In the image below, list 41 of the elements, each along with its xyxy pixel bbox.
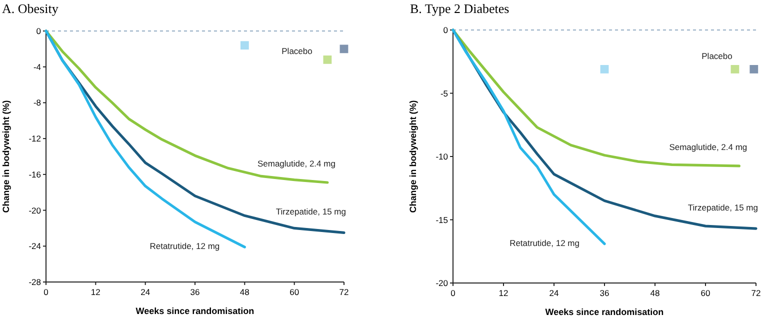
y-tick-label: -20 bbox=[28, 205, 42, 216]
y-tick-label: -15 bbox=[436, 214, 448, 225]
annotation: Placebo bbox=[282, 46, 313, 56]
series-label: Retatrutide, 12 mg bbox=[510, 238, 580, 248]
annotation: Placebo bbox=[702, 51, 733, 61]
y-tick-label: -5 bbox=[440, 88, 448, 98]
x-tick-label: 0 bbox=[44, 287, 49, 297]
series-label: Semaglutide, 2.4 mg bbox=[669, 142, 748, 152]
x-tick-label: 60 bbox=[290, 287, 300, 297]
x-axis-title: Weeks since randomisation bbox=[136, 306, 254, 316]
x-tick-label: 24 bbox=[140, 287, 150, 297]
x-tick-label: 48 bbox=[240, 287, 250, 297]
series-label: Tirzepatide, 15 mg bbox=[688, 202, 758, 213]
y-tick-label: -20 bbox=[436, 278, 448, 288]
y-axis-title: Change in bodyweight (%) bbox=[408, 100, 418, 213]
y-tick-label: 0 bbox=[443, 25, 448, 35]
series-label: Tirzepatide, 15 mg bbox=[276, 206, 346, 217]
x-tick-label: 36 bbox=[600, 288, 610, 298]
x-tick-label: 12 bbox=[90, 287, 101, 297]
series-label: Retatrutide, 12 mg bbox=[150, 241, 220, 252]
y-axis-title: Change in bodyweight (%) bbox=[1, 100, 11, 213]
x-tick-label: 72 bbox=[339, 287, 349, 297]
x-tick-label: 12 bbox=[498, 288, 508, 298]
chart-title: B. Type 2 Diabetes bbox=[410, 1, 510, 16]
x-tick-label: 0 bbox=[450, 288, 456, 298]
y-tick-label: -10 bbox=[436, 152, 448, 162]
x-tick-label: 72 bbox=[751, 288, 761, 298]
y-tick-label: -24 bbox=[28, 241, 42, 252]
x-tick-label: 60 bbox=[700, 288, 710, 298]
chart-title: A. Obesity bbox=[2, 1, 59, 16]
y-tick-label: -12 bbox=[28, 134, 42, 144]
y-tick-label: -4 bbox=[33, 62, 42, 72]
x-tick-label: 48 bbox=[650, 288, 660, 298]
y-tick-label: -28 bbox=[28, 277, 42, 287]
y-tick-label: -16 bbox=[28, 169, 42, 180]
x-tick-label: 24 bbox=[549, 288, 559, 298]
x-axis-title: Weeks since randomisation bbox=[545, 307, 664, 317]
y-tick-label: 0 bbox=[36, 26, 42, 36]
x-tick-label: 36 bbox=[190, 287, 200, 297]
series-label: Semaglutide, 2.4 mg bbox=[257, 158, 336, 168]
y-tick-label: -8 bbox=[33, 98, 42, 108]
